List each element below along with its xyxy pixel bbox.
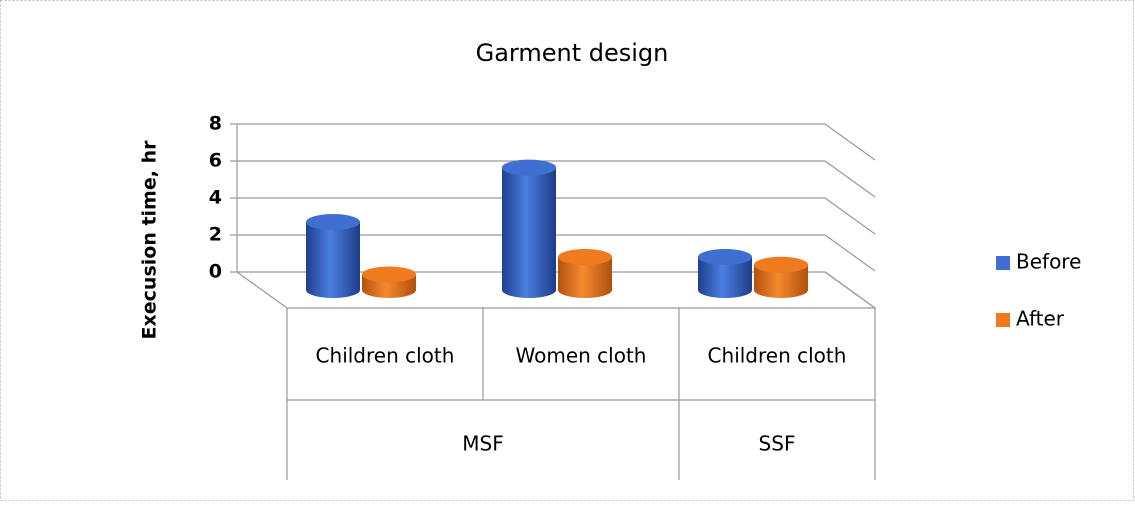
- y-tick-label: 0: [209, 261, 222, 283]
- bar-top: [558, 248, 612, 265]
- bar: [306, 222, 360, 298]
- y-tick-label: 8: [209, 113, 222, 135]
- bar: [558, 256, 612, 298]
- group-label: MSF: [462, 432, 503, 456]
- y-axis-label: Execusion time, hr: [139, 140, 161, 340]
- chart-title: Garment design: [476, 39, 669, 67]
- y-tick-label: 4: [209, 187, 222, 209]
- bar-top: [306, 214, 360, 231]
- legend-label: After: [1016, 307, 1065, 331]
- grid-line: [237, 197, 876, 235]
- x-tick-label: Children cloth: [708, 344, 847, 368]
- bar: [754, 264, 808, 298]
- bar-top: [698, 248, 752, 265]
- x-tick-label: Women cloth: [516, 344, 647, 368]
- grid-line: [237, 234, 876, 272]
- grid-line: [237, 123, 876, 161]
- grid-line: [237, 160, 876, 198]
- legend-swatch: [996, 313, 1010, 327]
- bar-top: [502, 159, 556, 176]
- y-tick-label: 6: [209, 150, 222, 172]
- bar-top: [362, 266, 416, 283]
- grid-line: [237, 271, 876, 309]
- y-tick-label: 2: [209, 224, 222, 246]
- legend-swatch: [996, 256, 1010, 270]
- bar: [502, 167, 556, 298]
- group-label: SSF: [759, 432, 796, 456]
- bar-top: [754, 256, 808, 273]
- legend-label: Before: [1016, 250, 1081, 274]
- bar: [698, 256, 752, 298]
- x-tick-label: Children cloth: [316, 344, 455, 368]
